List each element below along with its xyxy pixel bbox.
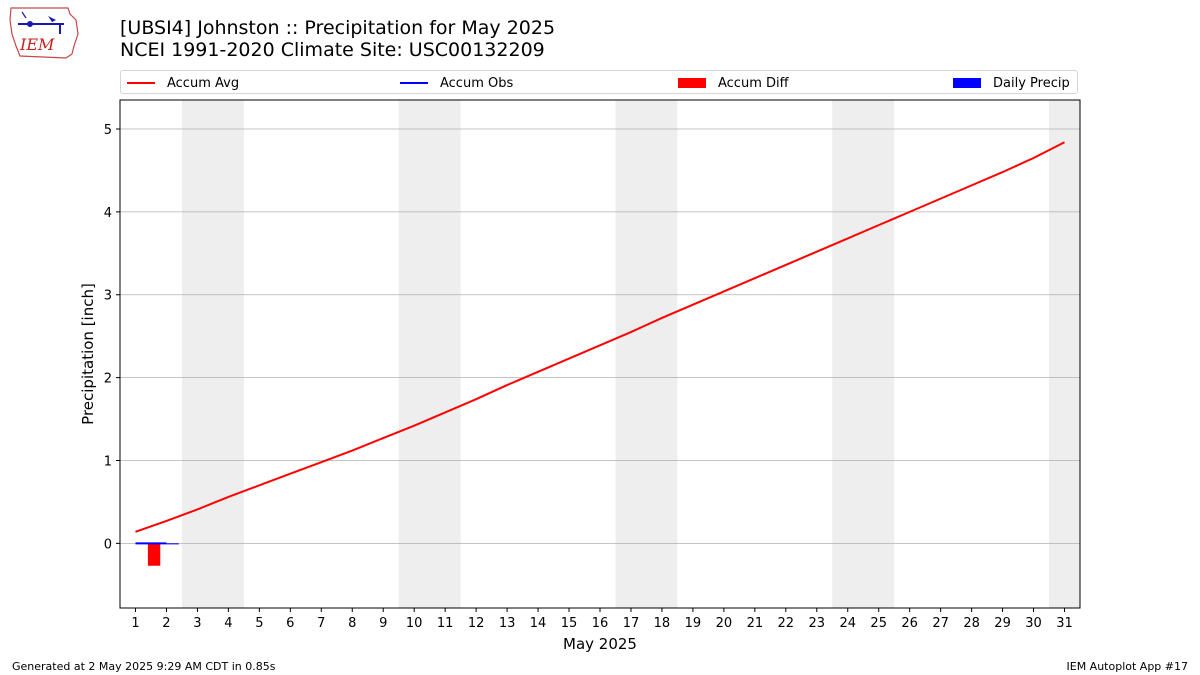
x-tick-label: 12 bbox=[468, 616, 485, 631]
plot-frame bbox=[119, 99, 1081, 609]
x-tick-label: 31 bbox=[1056, 616, 1073, 631]
x-tick-label: 24 bbox=[839, 616, 856, 631]
x-tick-label: 20 bbox=[716, 616, 733, 631]
x-tick-label: 1 bbox=[131, 616, 139, 631]
weekend-shading bbox=[181, 100, 1080, 608]
x-tick-label: 3 bbox=[193, 616, 201, 631]
x-tick-label: 16 bbox=[592, 616, 609, 631]
legend-swatch bbox=[127, 82, 155, 84]
x-tick-label: 14 bbox=[530, 616, 547, 631]
x-tick-label: 25 bbox=[870, 616, 887, 631]
x-tick-label: 9 bbox=[379, 616, 387, 631]
gridlines bbox=[120, 128, 1080, 544]
x-tick-label: 15 bbox=[561, 616, 578, 631]
y-tick-label: 3 bbox=[104, 289, 112, 304]
legend-label: Accum Avg bbox=[167, 75, 240, 91]
chart-subtitle: NCEI 1991-2020 Climate Site: USC00132209 bbox=[120, 39, 545, 61]
legend-label: Daily Precip bbox=[993, 75, 1070, 91]
x-axis-label: May 2025 bbox=[563, 635, 637, 653]
weekend-band bbox=[398, 100, 461, 608]
x-tick-label: 28 bbox=[963, 616, 980, 631]
weekend-band bbox=[181, 100, 244, 608]
x-tick-label: 5 bbox=[255, 616, 263, 631]
x-tick-label: 2 bbox=[162, 616, 170, 631]
chart-legend: Accum Avg Accum Obs Accum Diff Daily Pre… bbox=[120, 70, 1078, 94]
y-axis-ticks: 0 1 2 3 4 5 bbox=[104, 123, 120, 552]
x-axis-ticks: 1 2 3 4 5 6 7 8 9 10 11 12 13 14 15 16 17 18 19 20 21 22 23 24 2… bbox=[131, 608, 1073, 631]
x-tick-label: 29 bbox=[994, 616, 1011, 631]
line-series bbox=[135, 141, 1065, 545]
x-tick-label: 23 bbox=[809, 616, 826, 631]
y-tick-label: 4 bbox=[104, 206, 112, 221]
x-tick-label: 19 bbox=[685, 616, 702, 631]
weekend-band bbox=[615, 100, 678, 608]
x-tick-label: 6 bbox=[286, 616, 294, 631]
x-tick-label: 27 bbox=[932, 616, 949, 631]
iem-logo: IEM bbox=[9, 7, 79, 59]
bar-series bbox=[147, 543, 179, 566]
x-tick-label: 13 bbox=[499, 616, 516, 631]
y-axis-label: Precipitation [inch] bbox=[79, 283, 97, 425]
x-tick-label: 8 bbox=[348, 616, 356, 631]
y-tick-label: 5 bbox=[104, 123, 112, 138]
series-line-accum-avg bbox=[135, 141, 1065, 533]
x-tick-label: 30 bbox=[1025, 616, 1042, 631]
legend-swatch bbox=[953, 78, 981, 88]
legend-swatch bbox=[678, 78, 706, 88]
x-tick-label: 17 bbox=[623, 616, 640, 631]
weekend-band bbox=[832, 100, 895, 608]
svg-text:IEM: IEM bbox=[19, 35, 55, 54]
legend-swatch bbox=[400, 82, 428, 84]
x-tick-label: 11 bbox=[437, 616, 454, 631]
legend-item-daily-precip: Daily Precip bbox=[953, 74, 1070, 92]
x-tick-label: 10 bbox=[406, 616, 423, 631]
x-tick-label: 4 bbox=[224, 616, 232, 631]
legend-item-accum-avg: Accum Avg bbox=[127, 74, 239, 92]
x-tick-label: 22 bbox=[778, 616, 795, 631]
footer-generated: Generated at 2 May 2025 9:29 AM CDT in 0… bbox=[12, 660, 276, 673]
legend-label: Accum Diff bbox=[718, 75, 789, 91]
x-tick-label: 21 bbox=[747, 616, 764, 631]
y-tick-label: 1 bbox=[104, 454, 112, 469]
bar-accum-diff bbox=[147, 543, 161, 566]
footer-app: IEM Autoplot App #17 bbox=[1066, 660, 1189, 673]
legend-label: Accum Obs bbox=[440, 75, 514, 91]
x-tick-label: 18 bbox=[654, 616, 671, 631]
x-tick-label: 7 bbox=[317, 616, 325, 631]
y-tick-label: 0 bbox=[104, 537, 112, 552]
legend-item-accum-diff: Accum Diff bbox=[678, 74, 789, 92]
bar-daily-precip bbox=[166, 543, 179, 545]
chart-title: [UBSI4] Johnston :: Precipitation for Ma… bbox=[120, 17, 556, 39]
weekend-band bbox=[1049, 100, 1080, 608]
legend-item-accum-obs: Accum Obs bbox=[400, 74, 513, 92]
x-tick-label: 26 bbox=[901, 616, 918, 631]
y-tick-label: 2 bbox=[104, 372, 112, 387]
